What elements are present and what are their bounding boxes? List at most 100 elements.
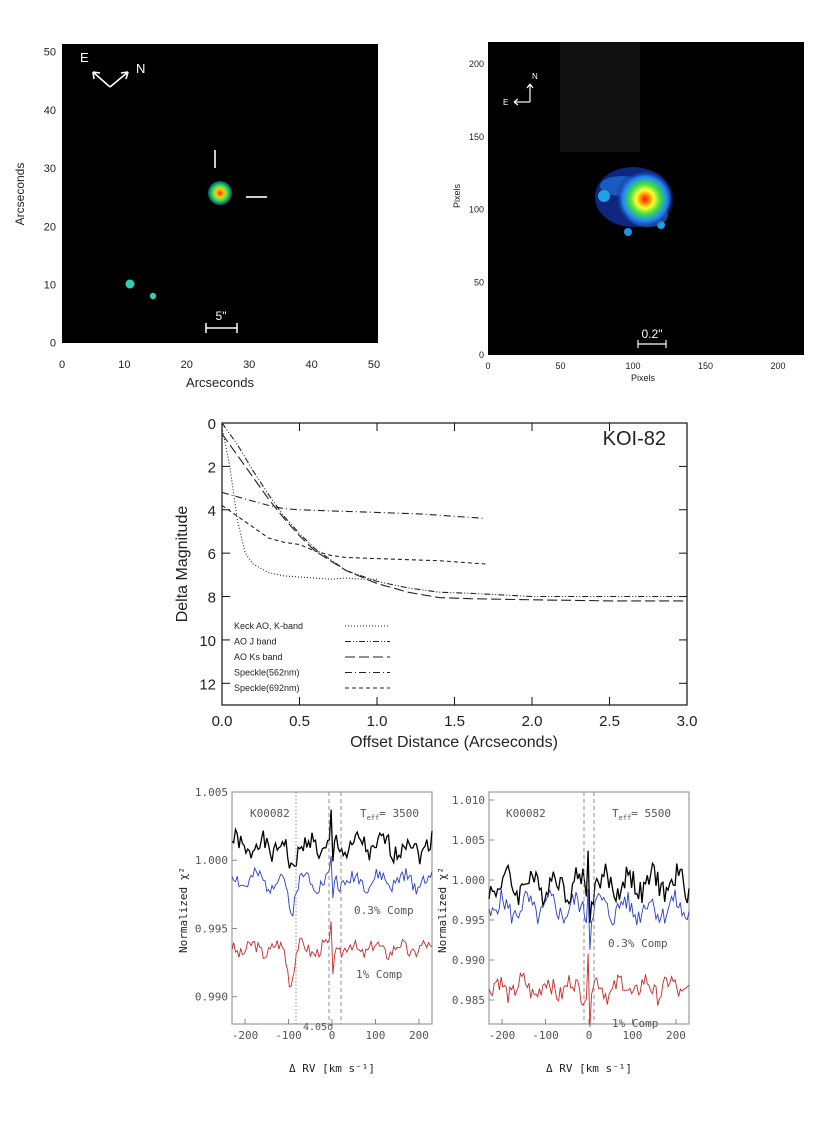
y-tick-label: 0 (50, 338, 56, 350)
rv-left-x-label: Δ RV [km s⁻¹] (289, 1062, 375, 1075)
y-tick-label: 1.000 (452, 874, 485, 887)
contrast-series (221, 422, 687, 602)
y-tick-label: 0 (208, 416, 216, 433)
rv-left-star-label: K00082 (250, 807, 290, 820)
y-tick-label: 20 (44, 221, 56, 233)
field-star-1 (125, 279, 135, 289)
rv-left-y-label: Normalized χ² (177, 867, 190, 953)
rv-series-line (231, 809, 433, 869)
rv-left-y-ticks: 0.990 0.995 1.000 1.005 (195, 786, 237, 1004)
contrast-y-ticks: 0 2 4 6 8 10 12 (199, 416, 687, 693)
y-tick-label: 1.010 (452, 794, 485, 807)
rv-series-line (488, 850, 690, 923)
panel-b-x-ticks: 0 50 100 150 200 (485, 361, 785, 371)
y-tick-label: 100 (469, 205, 484, 215)
rv-right-x-ticks: -200 -100 0 100 200 (489, 1019, 686, 1042)
x-tick-label: 20 (181, 359, 193, 371)
rv-left-comp1-label: 0.3% Comp (354, 904, 414, 917)
field-star-2 (149, 292, 157, 300)
target-star-speckle (615, 169, 675, 229)
x-tick-label: 0.0 (212, 713, 233, 730)
x-tick-label: 50 (368, 359, 380, 371)
panel-a-y-label: Arcseconds (13, 163, 27, 226)
x-tick-label: 1.0 (367, 713, 388, 730)
contrast-x-ticks: 0.0 0.5 1.0 1.5 2.0 2.5 3.0 (212, 423, 698, 730)
panel-b-compass (513, 83, 534, 106)
panel-a-x-ticks: 0 10 20 30 40 50 (59, 359, 380, 371)
rv-left-series (231, 809, 433, 988)
panel-a-scale-bar (205, 323, 238, 333)
y-tick-label: 8 (208, 590, 216, 607)
x-tick-label: 200 (666, 1029, 686, 1042)
x-tick-label: 150 (698, 361, 713, 371)
legend-label: Speckle(692nm) (234, 683, 300, 693)
legend-label: Keck AO, K-band (234, 621, 303, 631)
y-tick-label: 12 (199, 676, 216, 693)
y-tick-label: 30 (44, 163, 56, 175)
y-tick-label: 4 (208, 503, 216, 520)
contrast-curve-chart: 0.0 0.5 1.0 1.5 2.0 2.5 3.0 0 2 4 6 8 10 12 KOI-82 O… (174, 416, 697, 751)
x-tick-label: 0 (586, 1029, 593, 1042)
contrast-legend: Keck AO, K-band AO J band AO Ks band Speckl… (234, 621, 390, 693)
x-tick-label: 3.0 (677, 713, 698, 730)
contrast-y-label: Delta Magnitude (174, 506, 191, 623)
contrast-title: KOI-82 (603, 428, 666, 450)
rv-left-x-ticks: -200 -100 0 100 200 (232, 1019, 429, 1042)
y-tick-label: 50 (474, 277, 484, 287)
panel-b-glow (560, 42, 640, 152)
x-tick-label: 100 (623, 1029, 643, 1042)
series-line (221, 504, 486, 565)
legend-label: AO Ks band (234, 652, 283, 662)
x-tick-label: -100 (275, 1029, 302, 1042)
rv-right-comp2-label: 1% Comp (612, 1017, 658, 1030)
series-line (221, 491, 486, 519)
y-tick-label: 10 (199, 633, 216, 650)
rv-right-teff-label: Teff= 5500 (612, 807, 671, 822)
panel-a-compass-n: N (136, 61, 145, 76)
panel-a-compass-e: E (80, 50, 89, 65)
panel-b-compass-n: N (532, 72, 538, 81)
x-tick-label: 2.5 (599, 713, 620, 730)
panel-b-compass-e: E (503, 98, 508, 107)
x-tick-label: 200 (409, 1029, 429, 1042)
rv-right-comp1-label: 0.3% Comp (608, 937, 668, 950)
x-tick-label: -200 (489, 1029, 516, 1042)
x-tick-label: 200 (770, 361, 785, 371)
x-tick-label: 10 (118, 359, 130, 371)
x-tick-label: 0 (485, 361, 490, 371)
y-tick-label: 40 (44, 105, 56, 117)
x-tick-label: 40 (305, 359, 317, 371)
x-tick-label: -200 (232, 1029, 259, 1042)
rv-right-star-label: K00082 (506, 807, 546, 820)
panel-a: 0 10 20 30 40 50 0 10 20 30 40 50 Arcseconds Arcse… (13, 44, 380, 390)
y-tick-label: 0.995 (452, 914, 485, 927)
rv-right-series (488, 850, 690, 1027)
rv-right-y-ticks: 0.985 0.990 0.995 1.000 1.005 1.010 (452, 794, 494, 1007)
y-tick-label: 50 (44, 47, 56, 59)
x-tick-label: 1.5 (444, 713, 465, 730)
panel-a-compass (92, 71, 129, 88)
contrast-x-label: Offset Distance (Arcseconds) (350, 734, 558, 751)
series-line (221, 427, 377, 580)
y-tick-label: 0 (479, 350, 484, 360)
x-tick-label: 0 (329, 1029, 336, 1042)
series-line (221, 433, 687, 602)
rv-panel-left: -200 -100 0 100 200 0.990 0.995 1.000 1.005 K00… (177, 786, 433, 1075)
rv-series-line (488, 888, 690, 950)
contrast-plot-frame (221, 422, 688, 706)
y-tick-label: 1.000 (195, 854, 228, 867)
x-tick-label: 100 (625, 361, 640, 371)
y-tick-label: 1.005 (452, 834, 485, 847)
rv-left-sigma-label: 4.05σ (303, 1022, 333, 1033)
panel-b-scale-label: 0.2" (642, 327, 663, 341)
panel-b-scale-bar (637, 340, 667, 348)
y-tick-label: 0.990 (452, 954, 485, 967)
x-tick-label: -100 (532, 1029, 559, 1042)
rv-left-comp2-label: 1% Comp (356, 968, 402, 981)
legend-label: AO J band (234, 637, 277, 647)
y-tick-label: 0.995 (195, 922, 228, 935)
rv-left-teff-label: Teff= 3500 (360, 807, 419, 822)
y-tick-label: 10 (44, 279, 56, 291)
rv-right-x-label: Δ RV [km s⁻¹] (546, 1062, 632, 1075)
